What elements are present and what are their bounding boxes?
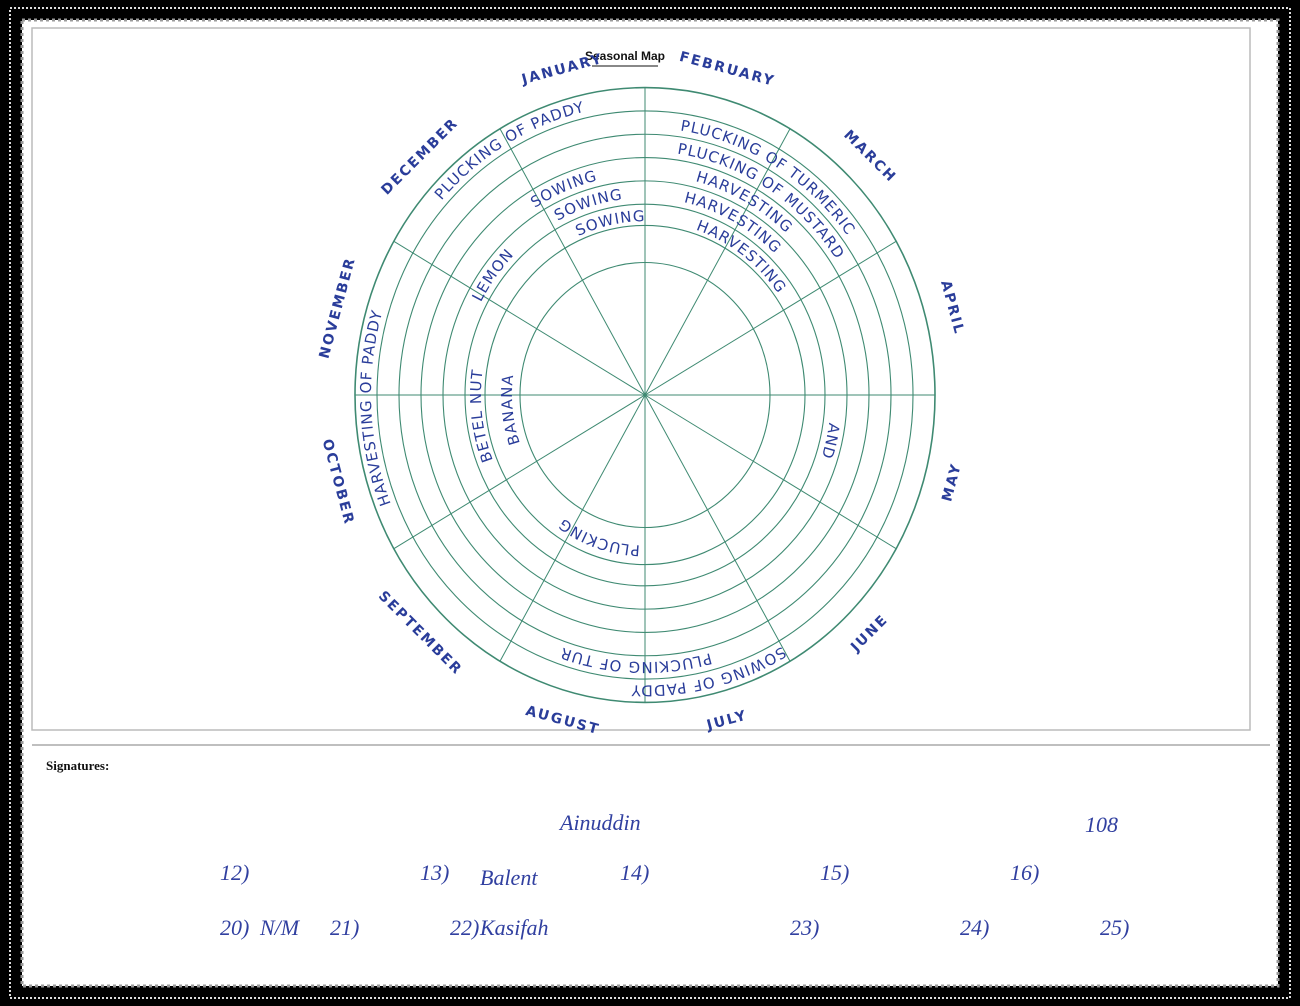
- signature: N/M: [259, 915, 301, 940]
- spoke: [644, 394, 791, 662]
- signature: 13): [420, 860, 449, 885]
- signature: 21): [330, 915, 359, 940]
- spoke: [644, 240, 897, 396]
- signature: 24): [960, 915, 989, 940]
- signature: 14): [620, 860, 649, 885]
- spoke: [499, 128, 646, 396]
- signature: 108: [1085, 812, 1118, 837]
- signature: 20): [220, 915, 249, 940]
- spoke: [644, 394, 897, 550]
- spoke: [499, 394, 646, 662]
- signatures-label: Signatures:: [46, 758, 109, 773]
- spoke: [393, 240, 646, 396]
- signature: 22): [450, 915, 479, 940]
- signature: Ainuddin: [558, 810, 641, 835]
- signature: 23): [790, 915, 819, 940]
- signature: 25): [1100, 915, 1129, 940]
- signature: Balent: [480, 865, 538, 890]
- spoke: [644, 128, 791, 396]
- signatures: Ainuddin Balent N/M Kasifah 108 12) 13) 14) 15) 1…: [220, 810, 1129, 940]
- signature: 15): [820, 860, 849, 885]
- page-sheet: [20, 18, 1280, 988]
- signature: 16): [1010, 860, 1039, 885]
- map-border: [31, 27, 1251, 731]
- signature: 12): [220, 860, 249, 885]
- spoke: [393, 394, 646, 550]
- title: Seasonal Map: [585, 49, 665, 63]
- signature: Kasifah: [479, 915, 548, 940]
